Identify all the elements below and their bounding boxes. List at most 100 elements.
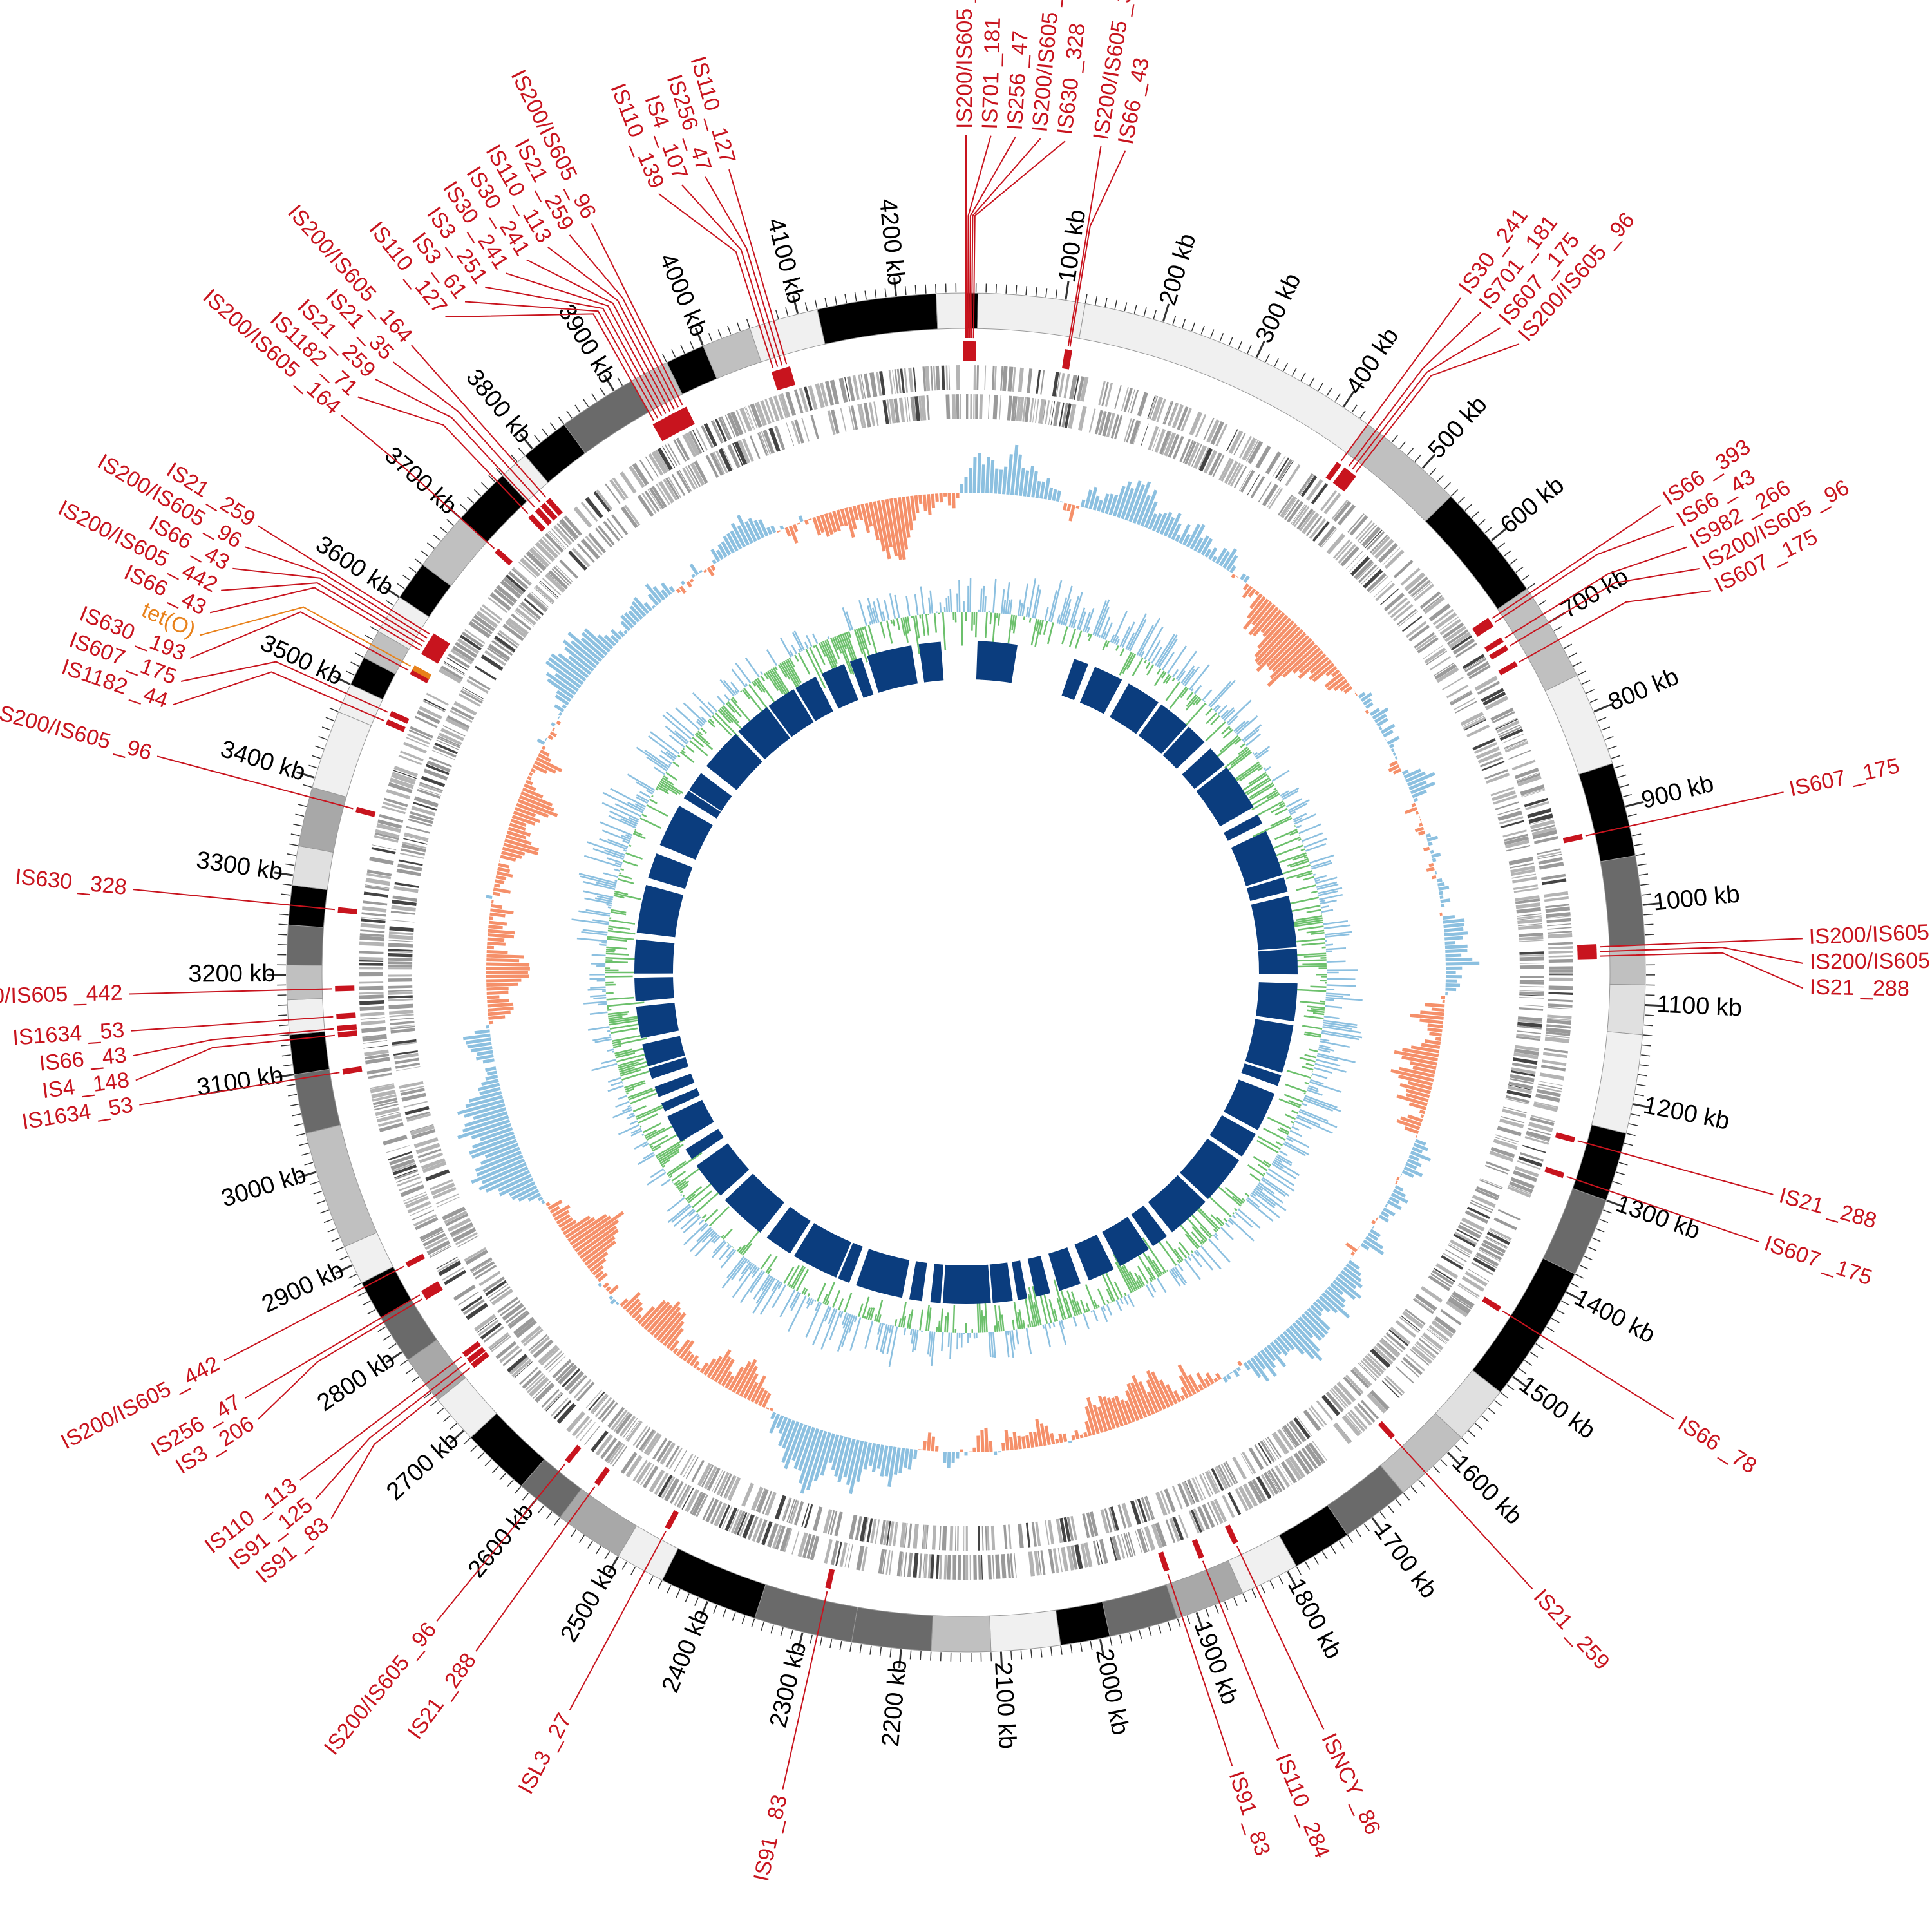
cds-feature: [529, 592, 549, 610]
contig-band: [1542, 1188, 1607, 1274]
gc-skew-bar: [826, 1300, 830, 1306]
scale-tick: [1642, 893, 1651, 896]
gc-content-bar: [506, 830, 527, 840]
gc-skew-bar: [1136, 1280, 1142, 1289]
gc-content-bar: [610, 634, 620, 644]
cds-feature: [1121, 1502, 1132, 1528]
cds-feature: [639, 459, 654, 481]
gc-skew-bar: [1191, 1226, 1207, 1243]
cds-feature: [371, 847, 396, 855]
gc-content-bar: [666, 1327, 684, 1349]
gc-content-bar: [1329, 1282, 1344, 1296]
is-element-mark: [665, 415, 679, 435]
gc-content-bar: [1177, 1364, 1197, 1395]
scale-tick: [1010, 1651, 1012, 1660]
cds-feature: [1547, 927, 1572, 930]
gc-content-bar: [549, 1206, 560, 1214]
gc-skew-bar: [1215, 737, 1240, 759]
gc-skew-bar: [738, 1244, 746, 1253]
cds-feature: [1434, 1316, 1457, 1334]
cds-feature: [529, 1336, 551, 1354]
leader-line: [330, 1367, 471, 1519]
cds-feature: [1429, 656, 1451, 671]
gc-content-bar: [1421, 1043, 1441, 1049]
gc-skew-bar: [726, 1248, 735, 1258]
cds-feature: [1050, 401, 1056, 426]
cds-feature: [947, 1555, 951, 1580]
gc-skew-bar: [1307, 1009, 1325, 1014]
gc-skew-bar: [578, 873, 617, 884]
cds-feature: [1499, 726, 1522, 738]
is-element-mark: [1577, 944, 1597, 951]
leader-line: [658, 193, 774, 369]
scale-tick: [1640, 1064, 1649, 1066]
cds-feature: [1274, 457, 1289, 479]
scale-tick: [467, 497, 475, 504]
gc-content-bar: [893, 497, 906, 560]
gc-content-bar: [885, 498, 898, 556]
cds-feature: [1549, 974, 1574, 976]
gc-skew-bar: [1265, 1171, 1295, 1192]
cds-feature: [933, 366, 936, 391]
scale-tick: [308, 764, 318, 769]
cds-feature: [374, 832, 399, 840]
gc-content-bar: [1179, 1375, 1193, 1397]
cds-feature: [1527, 1128, 1551, 1136]
gc-skew-bar: [1302, 1103, 1307, 1106]
gc-skew-bar: [1315, 876, 1338, 884]
gc-content-bar: [525, 779, 533, 786]
gc-content-bar: [1372, 707, 1389, 720]
gc-content-bar: [471, 1158, 526, 1184]
is-element-mark: [337, 1024, 357, 1032]
cds-feature: [1527, 808, 1552, 819]
gc-content-bar: [889, 498, 902, 560]
scale-tick: [732, 1612, 736, 1621]
gc-skew-bar: [661, 1164, 666, 1168]
scale-tick-label: 1500 kb: [1514, 1371, 1600, 1444]
scale-tick: [290, 833, 300, 837]
gc-skew-bar: [1263, 1160, 1271, 1166]
gc-skew-bar: [735, 662, 752, 684]
cds-feature: [1184, 440, 1197, 465]
gc-skew-bar: [1304, 1054, 1317, 1059]
gc-content-bar: [1383, 729, 1394, 738]
cds-feature: [1471, 1262, 1493, 1276]
cds-feature: [535, 542, 555, 562]
gc-skew-bar: [1083, 612, 1091, 632]
cds-feature: [361, 1027, 386, 1034]
cds-feature: [893, 398, 900, 423]
cds-feature: [505, 1307, 526, 1324]
scale-tick: [303, 784, 312, 788]
cds-feature: [1490, 786, 1515, 797]
contig-band: [935, 292, 967, 330]
cds-feature: [393, 886, 419, 893]
gc-skew-bar: [1001, 1314, 1005, 1332]
cds-feature: [421, 1231, 444, 1243]
is-element-mark: [784, 366, 796, 386]
cds-feature: [963, 1526, 965, 1551]
gc-content-bar: [485, 1074, 498, 1081]
gc-content-bar: [480, 1127, 513, 1142]
cds-feature: [411, 1209, 435, 1221]
scale-tick: [1186, 1615, 1191, 1625]
leader-line: [223, 1265, 404, 1361]
gc-skew-bar: [651, 1133, 678, 1150]
gc-skew-bar: [1229, 727, 1232, 731]
gc-content-bar: [488, 920, 507, 926]
inner-block: [1079, 667, 1122, 714]
leader-line: [681, 184, 779, 367]
gc-skew-bar: [1263, 767, 1266, 770]
cds-feature: [1410, 580, 1431, 598]
gc-content-bar: [554, 694, 569, 706]
is-element-mark: [771, 370, 782, 391]
gc-content-bar: [1126, 1383, 1144, 1420]
cds-feature: [1079, 377, 1089, 402]
is-element-mark: [540, 502, 558, 521]
cds-feature: [1002, 366, 1008, 392]
cds-feature: [987, 1555, 992, 1580]
gc-skew-bar: [676, 1180, 687, 1189]
cds-feature: [1501, 1116, 1525, 1124]
cds-feature: [1477, 681, 1501, 695]
gc-skew-bar: [807, 1293, 810, 1297]
gc-skew-bar: [777, 664, 788, 678]
